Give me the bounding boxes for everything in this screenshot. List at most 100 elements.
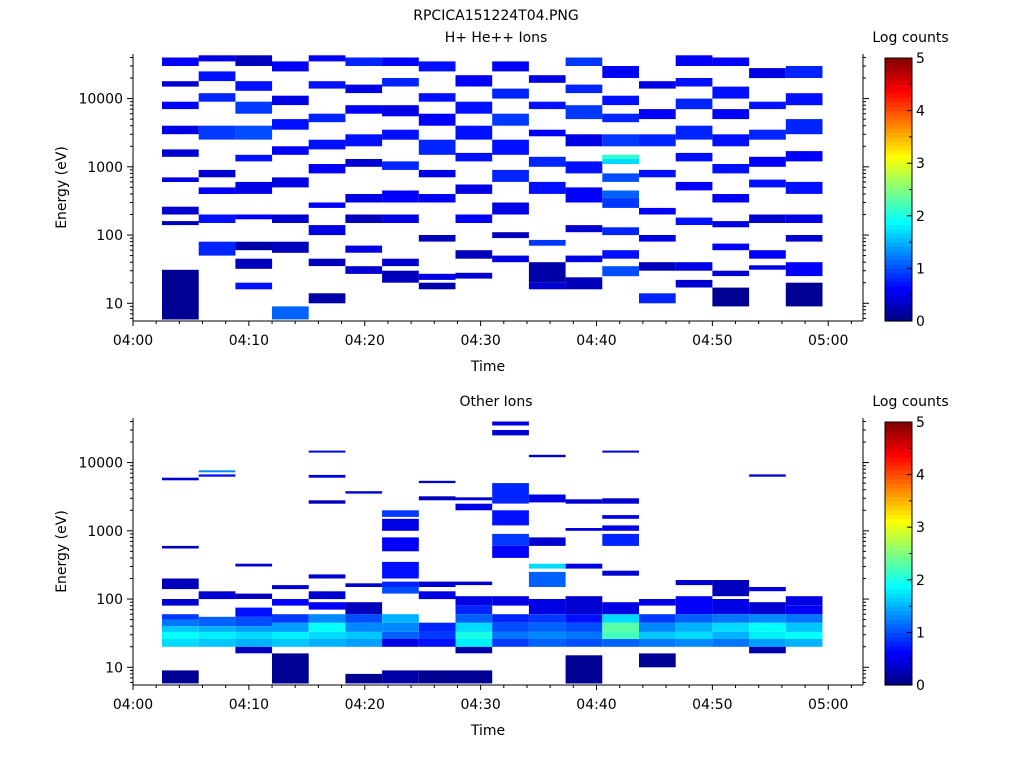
colorbar-segment [885, 500, 912, 506]
x-tick-label: 04:10 [229, 697, 269, 713]
heatmap-cell [345, 84, 383, 94]
colorbar-segment [885, 514, 912, 520]
heatmap-cell [198, 187, 236, 194]
heatmap-cell [712, 109, 750, 120]
heatmap-cell [712, 86, 750, 99]
y-tick-label: 1000 [87, 524, 123, 540]
heatmap-cell [198, 616, 236, 627]
heatmap-cell [675, 622, 713, 632]
heatmap-cell [455, 101, 493, 114]
heatmap-cell [749, 614, 786, 623]
heatmap-cell [345, 194, 383, 203]
heatmap-cell [382, 270, 419, 283]
colorbar-segment [885, 215, 912, 221]
colorbar-segment [885, 145, 912, 151]
colorbar-segment [885, 636, 912, 642]
colorbar-segment [885, 518, 912, 524]
heatmap-cell [565, 187, 603, 203]
heatmap-cell [602, 154, 639, 159]
colorbar-segment [885, 676, 912, 682]
colorbar-segment [885, 207, 912, 213]
colorbar-segment [885, 535, 912, 541]
colorbar-tick-label: 2 [916, 209, 925, 225]
heatmap-cell [602, 570, 639, 576]
heatmap-cell [528, 571, 566, 587]
heatmap-cell [675, 580, 713, 586]
x-tick-label: 04:40 [576, 333, 616, 349]
y-tick-label: 10 [105, 296, 123, 312]
heatmap-cell [198, 71, 236, 82]
colorbar-segment [885, 487, 912, 493]
heatmap-cell [602, 159, 639, 164]
heatmap-cell [345, 266, 383, 274]
heatmap-cell [565, 655, 603, 684]
heatmap-cell [749, 631, 786, 639]
heatmap-cell [528, 599, 566, 615]
heatmap-cell [455, 614, 493, 623]
heatmap-cell [602, 66, 639, 78]
heatmap-cell [272, 614, 309, 623]
colorbar-segment [885, 312, 912, 318]
heatmap-cell [602, 614, 639, 623]
colorbar-segment [885, 641, 912, 647]
heatmap-cell [418, 480, 456, 484]
heatmap-cell [162, 221, 199, 226]
colorbar-segment [885, 180, 912, 186]
heatmap-cell [308, 574, 346, 579]
heatmap-cell [455, 75, 493, 87]
heatmap-cell [382, 561, 419, 579]
heatmap-cell [565, 528, 603, 531]
colorbar-segment [885, 544, 912, 550]
heatmap-cell [602, 515, 639, 519]
colorbar-segment [885, 242, 912, 248]
y-tick-label: 100 [96, 592, 123, 608]
colorbar-segment [885, 483, 912, 489]
heatmap-cell [198, 55, 236, 62]
heatmap-cell [492, 421, 529, 426]
heatmap-cell [749, 622, 786, 632]
heatmap-cell [345, 134, 383, 147]
colorbar-segment [885, 557, 912, 563]
heatmap-cell [492, 61, 529, 72]
colorbar-segment [885, 88, 912, 94]
heatmap-cell [308, 591, 346, 600]
heatmap-cell [308, 113, 346, 123]
colorbar-segment [885, 457, 912, 463]
heatmap-cell [455, 250, 493, 259]
heatmap-cell [162, 631, 199, 639]
colorbar-segment [885, 448, 912, 454]
heatmap-cell [749, 602, 786, 615]
colorbar-segment [885, 316, 912, 322]
heatmap-cell [235, 626, 273, 632]
colorbar-segment [885, 303, 912, 309]
heatmap-cell [382, 258, 419, 267]
heatmap-cell [455, 125, 493, 140]
colorbar-segment [885, 553, 912, 559]
heatmap-cell [162, 545, 199, 549]
heatmap-cell [528, 75, 566, 83]
colorbar-segment [885, 202, 912, 208]
heatmap-cell [749, 646, 786, 654]
heatmap-cell [565, 499, 603, 504]
colorbar-segment [885, 452, 912, 458]
heatmap-cell [162, 177, 199, 182]
heatmap-cell [345, 214, 383, 223]
heatmap-cell [492, 639, 529, 647]
heatmap-cell [162, 81, 199, 87]
colorbar-tick-label: 3 [916, 520, 925, 536]
colorbar-segment [885, 171, 912, 177]
heatmap-cell [492, 614, 529, 623]
heatmap-cell [308, 139, 346, 150]
heatmap-cell [162, 206, 199, 215]
heatmap-cell [492, 631, 529, 639]
colorbar-segment [885, 220, 912, 226]
colorbar-segment [885, 658, 912, 664]
heatmap-cell [639, 81, 676, 89]
heatmap-cell [492, 533, 529, 546]
heatmap-cell [602, 197, 639, 208]
heatmap-cell [162, 578, 199, 590]
heatmap-cell [235, 125, 273, 140]
heatmap-cell [308, 293, 346, 304]
colorbar-segment [885, 189, 912, 195]
heatmap-cell [749, 129, 786, 140]
